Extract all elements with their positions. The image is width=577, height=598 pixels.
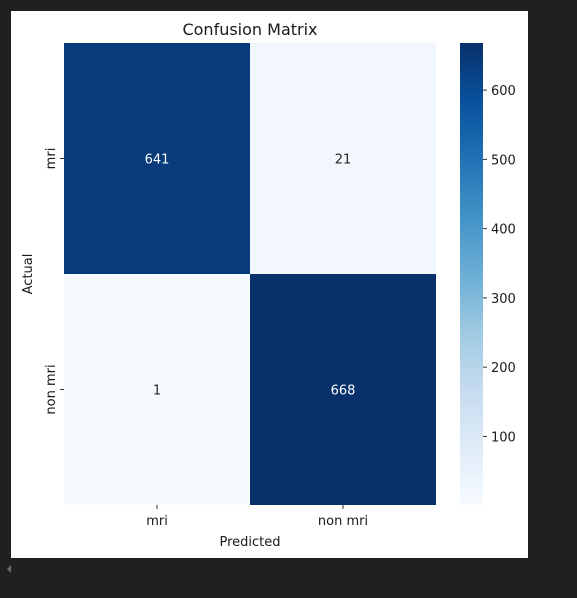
x-axis-ticks: mri non mri: [146, 505, 368, 529]
y-axis-ticks: mri non mri: [44, 148, 64, 415]
heatmap-cell-label: 641: [145, 153, 170, 168]
scroll-left-arrow-icon[interactable]: [7, 565, 11, 573]
colorbar-tick-label: 500: [491, 153, 516, 168]
figure: Confusion Matrix 641 21 1 668 mri non mri mr…: [11, 11, 528, 558]
y-tick-label: non mri: [44, 364, 59, 414]
colorbar: [460, 43, 483, 505]
y-axis-label: Actual: [21, 254, 36, 295]
colorbar-tick-label: 400: [491, 223, 516, 238]
heatmap-cell-label: 21: [335, 153, 352, 168]
heatmap-cell-label: 668: [331, 384, 356, 399]
heatmap-cells: [64, 43, 436, 505]
heatmap-cell: [64, 274, 250, 505]
heatmap-cell: [250, 274, 436, 505]
colorbar-tick-label: 600: [491, 84, 516, 99]
x-tick-label: non mri: [318, 514, 368, 529]
chart-title: Confusion Matrix: [182, 20, 317, 39]
confusion-matrix-chart: Confusion Matrix 641 21 1 668 mri non mri mr…: [21, 20, 516, 550]
x-axis-label: Predicted: [219, 535, 280, 550]
heatmap-cell-label: 1: [153, 384, 161, 399]
heatmap-cell-labels: 641 21 1 668: [145, 153, 356, 399]
colorbar-ticks: 100 200 300 400 500 600: [483, 84, 516, 445]
x-tick-label: mri: [146, 514, 168, 529]
colorbar-tick-label: 300: [491, 292, 516, 307]
heatmap-cell: [64, 43, 250, 274]
y-tick-label: mri: [44, 148, 59, 170]
colorbar-tick-label: 100: [491, 430, 516, 445]
colorbar-tick-label: 200: [491, 361, 516, 376]
heatmap-cell: [250, 43, 436, 274]
